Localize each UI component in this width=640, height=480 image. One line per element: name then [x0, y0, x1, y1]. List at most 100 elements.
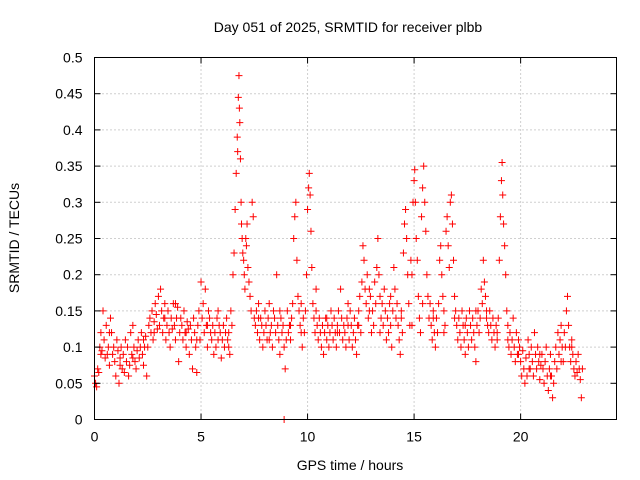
data-point: [128, 350, 136, 358]
data-point: [574, 350, 582, 358]
data-point: [439, 292, 447, 300]
data-point: [159, 329, 167, 337]
data-point: [228, 321, 236, 329]
data-point: [171, 336, 179, 344]
data-point: [116, 361, 124, 369]
data-point: [355, 321, 363, 329]
data-point: [284, 329, 292, 337]
data-point: [264, 314, 272, 322]
data-point: [150, 318, 158, 326]
data-point: [119, 350, 127, 358]
data-point: [447, 191, 455, 199]
data-point: [424, 292, 432, 300]
data-point: [251, 321, 259, 329]
data-point: [225, 343, 233, 351]
data-point: [149, 336, 157, 344]
data-point: [252, 307, 260, 315]
data-point: [98, 347, 106, 355]
data-point: [442, 227, 450, 235]
data-point: [516, 343, 524, 351]
data-point: [292, 198, 300, 206]
data-point: [527, 343, 535, 351]
data-point: [135, 354, 143, 362]
data-point: [213, 314, 221, 322]
data-point: [155, 321, 163, 329]
data-point: [330, 314, 338, 322]
data-point: [246, 292, 254, 300]
data-point: [161, 300, 169, 308]
data-point: [387, 292, 395, 300]
data-point: [423, 271, 431, 279]
data-point: [267, 321, 275, 329]
data-point: [278, 329, 286, 337]
data-point: [287, 336, 295, 344]
data-point: [408, 321, 416, 329]
data-point: [248, 198, 256, 206]
data-point: [452, 307, 460, 315]
data-point: [312, 307, 320, 315]
data-point: [523, 372, 531, 380]
data-point: [299, 314, 307, 322]
data-point: [356, 292, 364, 300]
data-point: [352, 336, 359, 344]
data-point: [408, 271, 416, 279]
data-point: [317, 343, 325, 351]
data-point: [127, 329, 135, 337]
data-point: [480, 278, 488, 286]
data-point: [309, 300, 317, 308]
data-point: [97, 329, 105, 337]
data-point: [501, 242, 509, 250]
data-point: [391, 285, 399, 293]
data-point: [397, 314, 405, 322]
data-point: [259, 343, 267, 351]
data-point: [329, 336, 337, 344]
data-point: [102, 321, 110, 329]
data-point: [355, 307, 363, 315]
data-point: [337, 285, 345, 293]
data-point: [145, 321, 153, 329]
data-point: [345, 336, 353, 344]
data-point: [153, 325, 161, 333]
data-point: [245, 278, 253, 286]
data-point: [225, 329, 233, 337]
data-point: [464, 343, 472, 351]
data-point: [95, 368, 103, 376]
data-point: [549, 394, 557, 402]
data-point: [475, 329, 483, 337]
data-point: [419, 300, 427, 308]
data-point: [451, 314, 459, 322]
y-tick-label: 0: [75, 412, 83, 428]
data-point: [535, 358, 543, 366]
data-point: [493, 336, 501, 344]
data-point: [343, 314, 351, 322]
data-point: [192, 343, 200, 351]
data-point: [199, 300, 207, 308]
data-point: [166, 343, 174, 351]
data-point: [320, 350, 328, 358]
data-point: [491, 343, 499, 351]
data-point: [462, 314, 470, 322]
data-point: [236, 155, 244, 163]
data-point: [242, 242, 250, 250]
data-point: [497, 177, 505, 185]
data-point: [453, 321, 461, 329]
data-point: [277, 314, 285, 322]
data-point: [110, 343, 118, 351]
y-tick-label: 0.4: [63, 122, 83, 138]
data-point: [334, 307, 342, 315]
data-point: [276, 307, 284, 315]
data-point: [457, 343, 465, 351]
data-point: [151, 300, 159, 308]
data-point: [163, 321, 171, 329]
data-point: [140, 336, 148, 344]
data-point: [360, 256, 368, 264]
data-point: [235, 72, 243, 80]
data-point: [563, 292, 571, 300]
data-point: [241, 285, 249, 293]
data-point: [456, 329, 464, 337]
data-point: [291, 213, 299, 221]
data-point: [451, 292, 459, 300]
data-point: [126, 361, 134, 369]
data-point: [395, 336, 403, 344]
data-point: [255, 314, 263, 322]
